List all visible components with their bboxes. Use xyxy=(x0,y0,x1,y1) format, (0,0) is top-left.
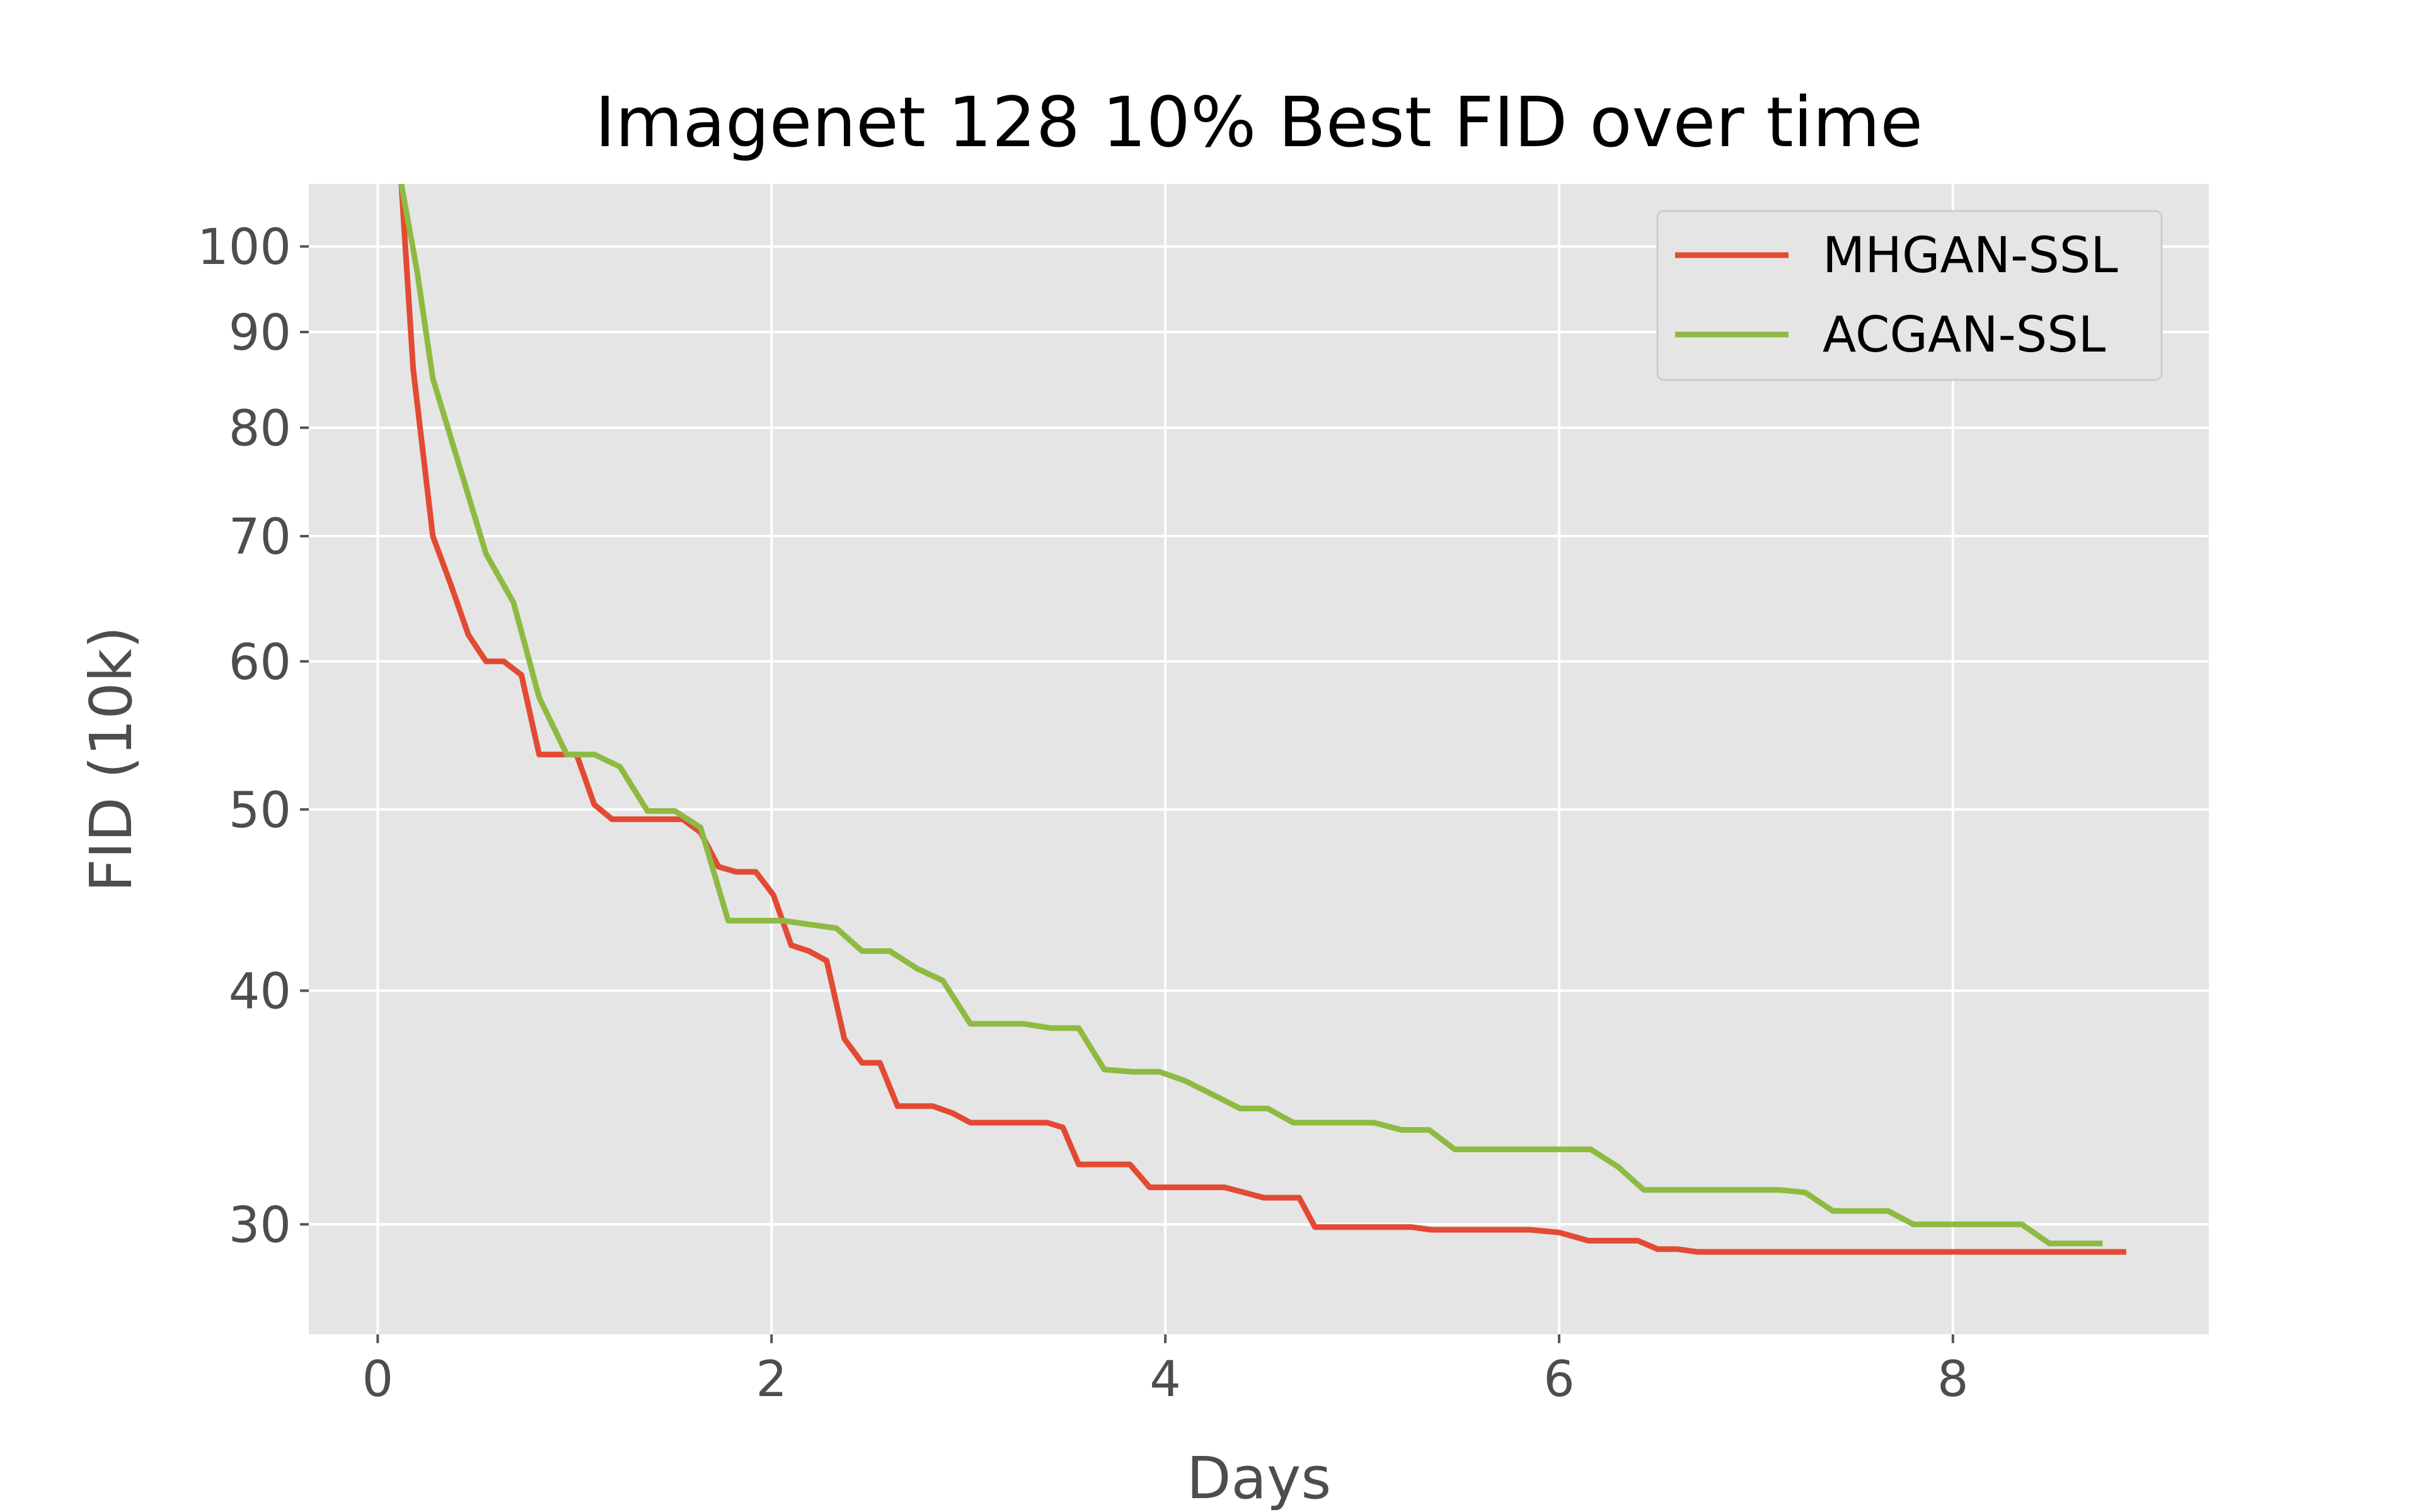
series-lines xyxy=(398,184,2126,1255)
x-axis-label: Days xyxy=(1187,1445,1332,1512)
x-tick-label: 8 xyxy=(1937,1351,1969,1408)
y-axis-label: FID (10k) xyxy=(78,626,145,892)
y-tick-label: 40 xyxy=(229,964,291,1021)
y-tick-label: 30 xyxy=(229,1197,291,1254)
y-tick-label: 60 xyxy=(229,634,291,691)
x-tick-label: 2 xyxy=(756,1351,787,1408)
legend: MHGAN-SSL ACGAN-SSL xyxy=(1656,210,2163,381)
y-tick-label: 70 xyxy=(229,509,291,566)
x-tick-label: 0 xyxy=(362,1351,394,1408)
series-line-acgan-ssl xyxy=(398,184,2103,1247)
x-tick-label: 4 xyxy=(1150,1351,1181,1408)
y-tick-label: 90 xyxy=(229,305,291,362)
y-tick-label: 80 xyxy=(229,401,291,457)
legend-label: MHGAN-SSL xyxy=(1823,227,2118,284)
axis-ticks: 0 2 4 6 8 30 40 50 60 70 80 90 100 xyxy=(197,219,1969,1408)
legend-label: ACGAN-SSL xyxy=(1823,307,2106,364)
grid xyxy=(309,184,2209,1334)
series-line-mhgan-ssl xyxy=(398,184,2126,1255)
y-tick-label: 50 xyxy=(229,782,291,839)
chart-title: Imagenet 128 10% Best FID over time xyxy=(595,82,1923,163)
y-tick-label: 100 xyxy=(197,219,291,276)
x-tick-label: 6 xyxy=(1543,1351,1575,1408)
